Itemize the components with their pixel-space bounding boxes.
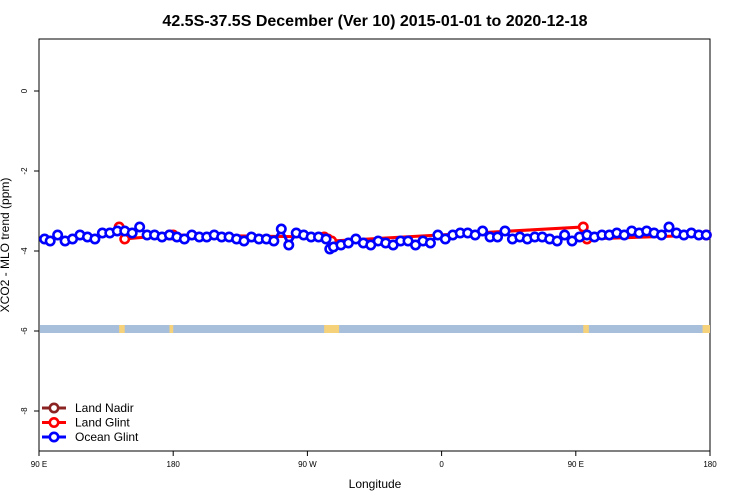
land-segment	[583, 325, 589, 333]
data-point	[477, 225, 489, 237]
y-tick-label: -4	[20, 247, 29, 255]
x-tick-label: 180	[167, 460, 181, 469]
y-tick-label: -8	[20, 407, 29, 415]
plot-frame	[38, 38, 711, 452]
data-point	[268, 235, 280, 247]
x-axis: 90 E 180 90 W 0 90 E 180	[31, 451, 717, 469]
legend-marker	[48, 416, 60, 428]
y-tick-label: -6	[20, 327, 29, 335]
y-tick-label: 0	[20, 88, 29, 93]
y-axis: 0 -2 -4 -6 -8	[20, 88, 39, 415]
land-mask-strip	[40, 325, 710, 333]
legend-label: Ocean Glint	[75, 430, 139, 444]
data-point	[275, 223, 287, 235]
legend-marker	[48, 431, 60, 443]
land-segment	[324, 325, 340, 333]
x-tick-label: 180	[703, 460, 717, 469]
y-axis-label: XCO2 - MLO trend (ppm)	[0, 178, 12, 313]
x-tick-label: 90 E	[568, 460, 584, 469]
chart-title: 42.5S-37.5S December (Ver 10) 2015-01-01…	[162, 13, 587, 30]
land-segment	[119, 325, 125, 333]
data-point	[492, 231, 504, 243]
data-point	[656, 229, 668, 241]
y-tick-label: -2	[20, 167, 29, 175]
legend-label: Land Nadir	[75, 401, 134, 415]
data-point	[424, 237, 436, 249]
land-segment	[702, 325, 710, 333]
x-axis-label: Longitude	[349, 477, 402, 491]
ocean-band	[40, 325, 709, 333]
legend-marker	[48, 402, 60, 414]
data-point	[126, 227, 138, 239]
data-point	[663, 221, 675, 233]
data-point	[551, 235, 563, 247]
land-segment	[169, 325, 174, 333]
series-ocean-glint	[39, 221, 712, 255]
data-point	[44, 235, 56, 247]
data-point	[283, 239, 295, 251]
series-layer	[39, 221, 712, 255]
x-tick-label: 0	[439, 460, 444, 469]
data-point	[559, 229, 571, 241]
legend-label: Land Glint	[75, 416, 130, 430]
data-point	[89, 233, 101, 245]
data-point	[700, 229, 712, 241]
data-point	[52, 229, 64, 241]
data-point	[499, 225, 511, 237]
data-point	[320, 233, 332, 245]
data-point	[134, 221, 146, 233]
x-tick-label: 90 E	[31, 460, 47, 469]
x-tick-label: 90 W	[298, 460, 317, 469]
